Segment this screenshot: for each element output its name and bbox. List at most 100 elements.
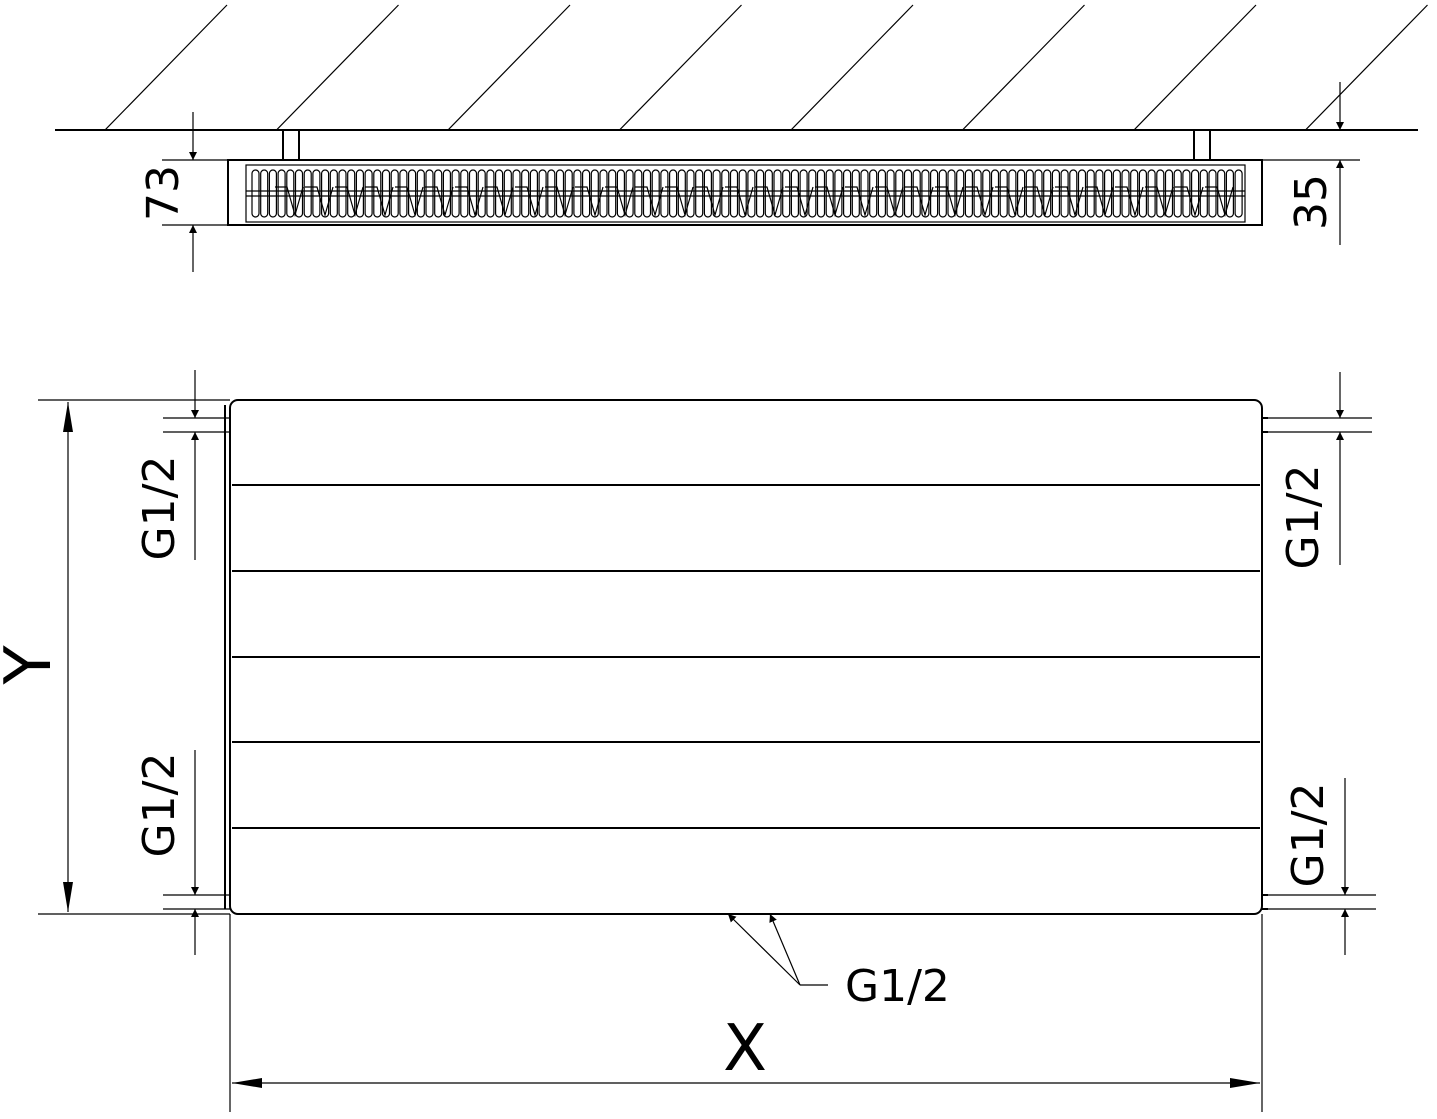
fin [381,169,391,218]
fin [1025,169,1034,218]
hatch-line [1305,4,1428,131]
fin [956,169,965,218]
fin [303,169,312,218]
fin [529,169,539,218]
fin [877,169,887,218]
fin [990,169,1000,218]
fin [1164,169,1174,218]
fin [973,169,982,218]
fin [1199,169,1208,218]
fin [1147,169,1156,218]
right-bottom-connection-dimension: G1/2 [1268,778,1376,955]
fin [573,169,582,218]
hatch-line [276,4,399,131]
fin [1060,169,1069,218]
fin-zigzag [335,186,364,218]
fin-zigzag [1175,186,1204,218]
fin [982,169,991,218]
fin [869,169,878,218]
fin-zigzag [725,186,754,218]
fin [1121,169,1130,218]
fin [764,169,773,218]
fin-zigzag [545,186,574,218]
bottom-connection-leader: G1/2 [727,913,950,1012]
fin [747,169,756,218]
fin [1043,169,1052,218]
fin [538,169,547,218]
fin [886,169,895,218]
convector-fins [251,169,1243,218]
fin-zigzag [395,186,424,218]
fin [999,169,1008,218]
right-top-connection-label: G1/2 [1278,465,1329,570]
fin [695,169,704,218]
fin [564,169,573,218]
fin [1217,169,1226,218]
width-label: X [723,1012,767,1086]
fin [512,169,521,218]
fin [1190,169,1200,218]
fin [347,169,356,218]
fin [390,169,399,218]
fin [581,169,591,218]
fin [895,169,904,218]
right-bottom-connection-label: G1/2 [1283,783,1334,888]
left-bottom-connection-dimension: G1/2 [134,750,230,955]
fin [555,169,565,218]
fin-zigzag [425,186,454,218]
fin-zigzag [305,186,334,218]
fin [364,169,373,218]
fin [668,169,678,218]
fin [1138,169,1148,218]
fin [1069,169,1078,218]
fin-zigzag [845,186,874,218]
height-label: Y [0,645,66,686]
hatch-line [619,4,742,131]
fin-zigzag [875,186,904,218]
fin [729,169,739,218]
fin [686,169,695,218]
fin [1173,169,1182,218]
fin [268,169,277,218]
fin [721,169,730,218]
fin [903,169,913,218]
fin [399,169,408,218]
fin [451,169,460,218]
fin [1016,169,1026,218]
fin-zigzag [605,186,634,218]
fin [703,169,713,218]
fin-zigzag [485,186,514,218]
fin-zigzag [755,186,784,218]
depth-dimension-label: 73 [138,165,189,221]
fin [547,169,556,218]
fin [294,169,304,218]
left-top-connection-label: G1/2 [134,456,185,561]
fin-zigzag [275,186,304,218]
fin-zigzag [635,186,664,218]
fin [947,169,956,218]
fin [338,169,347,218]
fin [964,169,974,218]
fin [660,169,669,218]
fin [434,169,443,218]
fin [251,169,260,218]
fin [1234,169,1243,218]
fin [608,169,617,218]
right-top-connection-dimension: G1/2 [1268,372,1372,569]
fin [521,169,530,218]
hatch-line [962,4,1085,131]
fin [355,169,364,218]
fin [782,169,791,218]
fin [755,169,765,218]
fin [773,169,782,218]
fin-zigzag [1025,186,1054,218]
fin [442,169,451,218]
fin [495,169,504,218]
fin [1051,169,1061,218]
fin-zigzag [935,186,964,218]
radiator-top-view [227,130,1263,226]
fin [277,169,286,218]
fin-zigzag [785,186,814,218]
fin [799,169,808,218]
fin [486,169,495,218]
